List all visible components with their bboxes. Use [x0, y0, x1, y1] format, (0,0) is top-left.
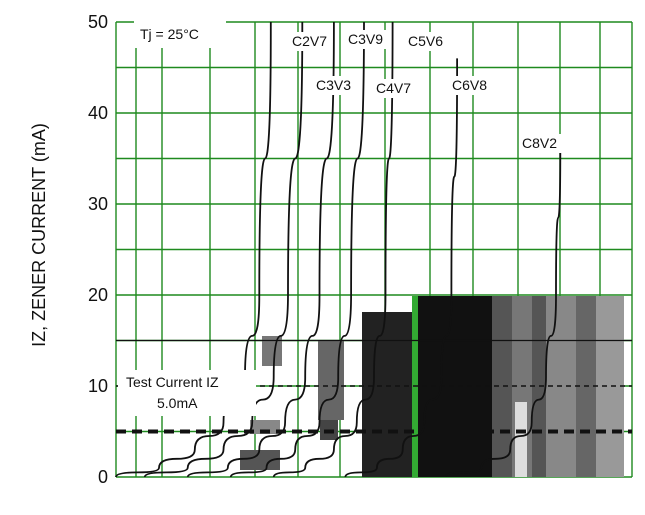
series-label-C3V9: C3V9 — [348, 31, 383, 47]
y-axis-ticks: 0 10 20 30 40 50 — [88, 12, 108, 487]
artifact-block-9 — [318, 340, 344, 420]
y-tick-40: 40 — [88, 103, 108, 123]
series-label-bg-C4V7 — [373, 79, 416, 98]
series-label-bg-C5V6 — [405, 32, 448, 51]
temperature-annotation: Tj = 25°C — [134, 20, 226, 48]
series-curve-C3V9 — [186, 21, 335, 478]
artifact-block-7 — [362, 312, 414, 477]
series-label-bg-C8V2 — [519, 134, 562, 153]
y-tick-0: 0 — [98, 467, 108, 487]
series-curve-C4V7 — [229, 21, 365, 478]
test-current-line2: 5.0mA — [157, 395, 198, 411]
temperature-annotation-text: Tj = 25°C — [140, 26, 199, 42]
series-label-C6V8: C6V8 — [452, 77, 487, 93]
series-curve-C6V8 — [344, 58, 459, 478]
series-curves — [115, 21, 562, 478]
series-label-bg-C3V9 — [345, 30, 388, 49]
series-curve-C5V6 — [272, 21, 394, 478]
artifact-block-12 — [250, 420, 280, 434]
series-label-C3V3: C3V3 — [316, 77, 351, 93]
series-label-bg-C2V7 — [289, 32, 332, 51]
series-label-bg-C3V3 — [313, 76, 356, 95]
series-curve-C8V2 — [444, 140, 562, 478]
series-label-C8V2: C8V2 — [522, 135, 557, 151]
y-tick-10: 10 — [88, 376, 108, 396]
test-current-annotation: Test Current IZ 5.0mA — [118, 370, 256, 416]
series-label-bg-C6V8 — [449, 76, 492, 95]
artifact-block-10 — [262, 336, 282, 366]
artifact-block-6 — [596, 296, 624, 477]
series-label-C5V6: C5V6 — [408, 33, 443, 49]
artifact-block-14 — [515, 402, 527, 477]
y-tick-50: 50 — [88, 12, 108, 32]
series-labels: C2V7 C3V3 C3V9 C4V7 C5V6 C6V8 C8V2 — [289, 30, 562, 153]
test-current-line1: Test Current IZ — [126, 374, 219, 390]
series-label-C2V7: C2V7 — [292, 33, 327, 49]
y-tick-20: 20 — [88, 285, 108, 305]
series-label-C4V7: C4V7 — [376, 80, 411, 96]
scan-artifacts — [240, 296, 624, 477]
y-tick-30: 30 — [88, 194, 108, 214]
y-axis-label: IZ, ZENER CURRENT (mA) — [29, 123, 49, 347]
artifact-block-11 — [240, 450, 280, 470]
